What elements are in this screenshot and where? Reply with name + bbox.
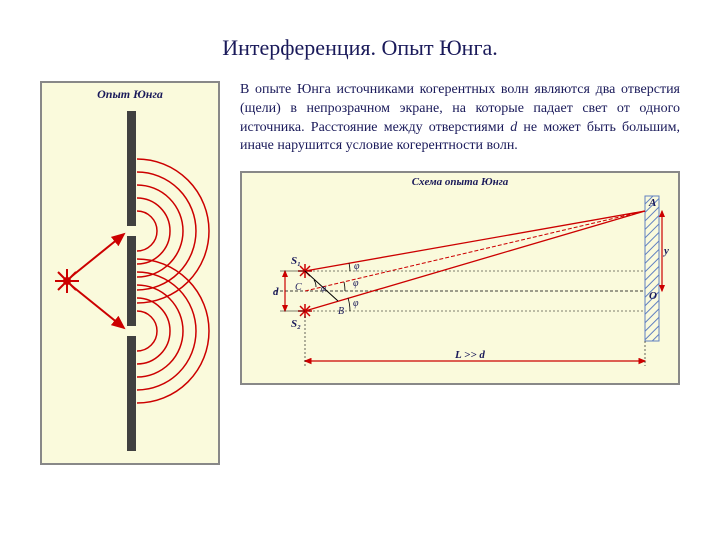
label-phi4: φ <box>321 283 326 293</box>
label-o: O <box>649 290 657 302</box>
barrier-bottom <box>127 336 136 451</box>
scheme-title: Схема опыта Юнга <box>242 173 678 191</box>
waves-top-slit <box>137 159 209 303</box>
label-phi3: φ <box>353 298 359 309</box>
barrier-top <box>127 111 136 226</box>
ray-to-slit1 <box>72 234 124 276</box>
barrier-middle <box>127 236 136 326</box>
label-l: L >> d <box>454 349 485 361</box>
young-experiment-svg <box>42 106 218 456</box>
right-column: В опыте Юнга источниками когерентных вол… <box>240 81 680 465</box>
angle-phi-center <box>344 282 345 291</box>
young-scheme-diagram: Схема опыта Юнга <box>240 171 680 385</box>
label-phi2: φ <box>354 261 360 272</box>
page-title: Интерференция. Опыт Юнга. <box>40 35 680 61</box>
waves-bottom-slit <box>137 259 209 403</box>
young-experiment-diagram: Опыт Юнга <box>40 81 220 465</box>
left-diagram-title: Опыт Юнга <box>42 83 218 106</box>
label-s1: S₁ <box>291 255 301 267</box>
label-d: d <box>273 286 279 298</box>
label-a: A <box>648 197 656 209</box>
label-s2: S₂ <box>291 318 301 330</box>
label-phi1: φ <box>353 278 359 289</box>
angle-phi-s2 <box>348 298 350 311</box>
label-y: y <box>662 245 669 257</box>
young-scheme-svg: S₁ S₂ d C B A O y φ φ φ φ L >> d <box>242 191 678 379</box>
content-area: Опыт Юнга <box>40 81 680 465</box>
description-text: В опыте Юнга источниками когерентных вол… <box>240 81 680 157</box>
angle-phi-s1 <box>349 263 350 271</box>
screen <box>645 196 659 341</box>
label-b: B <box>338 306 344 317</box>
ray-to-slit2 <box>72 286 124 328</box>
label-c: C <box>295 282 302 293</box>
